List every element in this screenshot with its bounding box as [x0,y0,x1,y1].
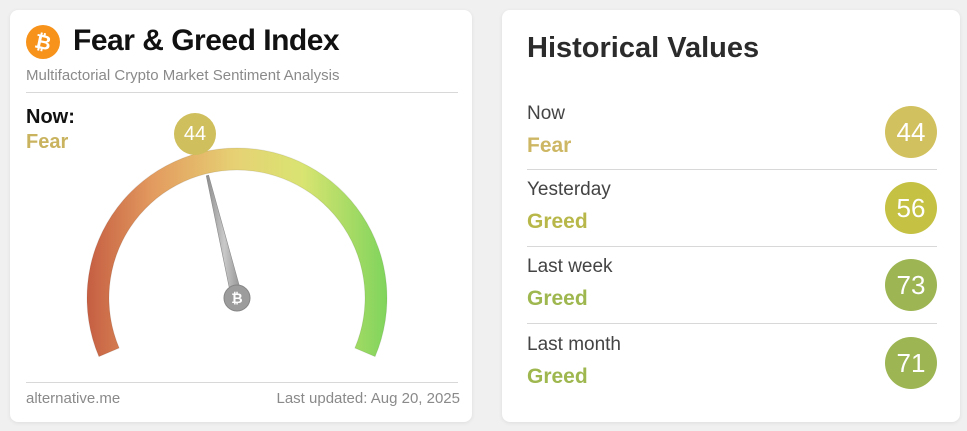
divider [26,92,458,93]
history-row-now: Now Fear 44 [527,103,937,180]
bitcoin-icon: ₿ [26,25,60,59]
gauge-value-badge: 44 [174,113,216,155]
gauge-hub [223,284,251,312]
history-label: Yesterday [527,179,611,200]
history-classification: Greed [527,210,588,233]
divider [527,246,937,247]
history-classification: Fear [527,134,572,157]
history-label: Last month [527,334,621,355]
history-classification: Greed [527,365,588,388]
history-row-yesterday: Yesterday Greed 56 [527,179,937,256]
history-row-last-week: Last week Greed 73 [527,256,937,333]
history-value-badge: 44 [885,106,937,158]
divider [527,323,937,324]
now-classification: Fear [26,131,69,153]
historical-values-card: Historical Values Now Fear 44 Yesterday … [502,10,960,422]
history-value-badge: 71 [885,337,937,389]
divider [527,169,937,170]
gauge-arc [86,147,388,358]
historical-title: Historical Values [527,32,760,64]
gauge-needle [205,174,243,300]
history-value-badge: 56 [885,182,937,234]
page-subtitle: Multifactorial Crypto Market Sentiment A… [26,67,340,84]
history-label: Now [527,103,566,124]
history-value-badge: 73 [885,259,937,311]
bitcoin-icon: ₿ [231,291,242,307]
history-classification: Greed [527,287,588,310]
divider [26,382,458,383]
source-link[interactable]: alternative.me [26,390,121,407]
sentiment-gauge: ₿ [86,147,388,358]
page-title: Fear & Greed Index [73,24,340,57]
now-label: Now: [26,106,75,128]
fear-greed-card: ₿ Fear & Greed Index Multifactorial Cryp… [10,10,472,422]
history-label: Last week [527,256,613,277]
history-row-last-month: Last month Greed 71 [527,334,937,411]
last-updated: Last updated: Aug 20, 2025 [276,390,461,407]
svg-text:₿: ₿ [33,29,54,56]
